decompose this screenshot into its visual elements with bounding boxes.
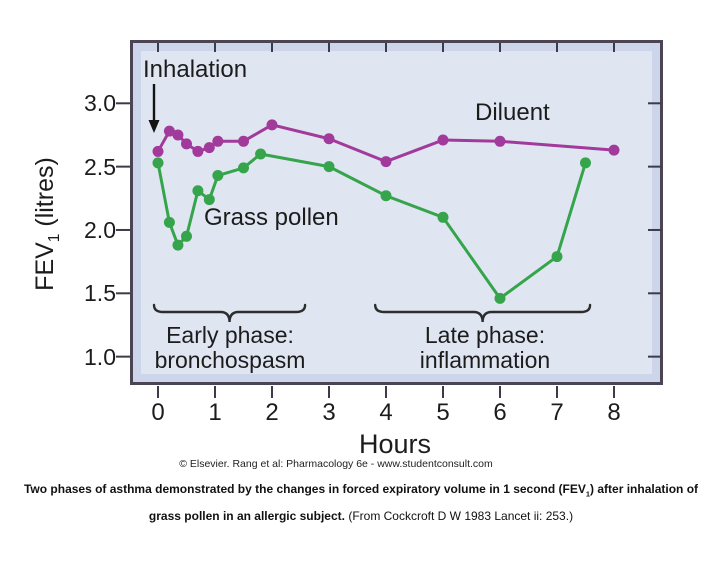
- grass-pollen-data-point: [255, 148, 267, 160]
- diluent-data-point: [608, 144, 620, 156]
- grass-pollen-data-point: [203, 194, 215, 206]
- grass-pollen-data-point: [437, 211, 449, 223]
- x-tick-label: 0: [151, 399, 165, 426]
- early-phase-line2: bronchospasm: [154, 347, 306, 373]
- y-axis-title-text: FEV: [31, 242, 59, 291]
- grass-pollen-data-point: [323, 161, 335, 173]
- chart-frame: [130, 40, 663, 385]
- x-tick-label: 3: [322, 399, 336, 426]
- diluent-data-point: [163, 125, 175, 137]
- diluent-data-point: [172, 129, 184, 141]
- diluent-data-point: [192, 145, 204, 157]
- y-tick-label: 2.5: [84, 153, 116, 180]
- late-phase-label: Late phase: inflammation: [385, 323, 585, 373]
- plot-area: [141, 51, 652, 374]
- diluent-data-point: [437, 134, 449, 146]
- y-tick-label: 2.0: [84, 216, 116, 243]
- x-tick-label: 5: [436, 399, 450, 426]
- figure-caption: Two phases of asthma demonstrated by the…: [11, 478, 711, 527]
- diluent-data-point: [212, 135, 224, 147]
- diluent-data-point: [181, 138, 192, 150]
- caption-bold-part2: ) after inhalation of grass pollen in an…: [148, 482, 699, 524]
- diluent-data-point: [323, 133, 335, 145]
- y-tick-label: 3.0: [84, 90, 116, 117]
- grass-pollen-data-point: [152, 157, 164, 169]
- grass-pollen-data-point: [212, 170, 224, 182]
- grass-pollen-series-label: Grass pollen: [204, 204, 339, 231]
- diluent-data-point: [494, 135, 506, 147]
- early-phase-brace: [152, 303, 307, 323]
- caption-bold-part1: Two phases of asthma demonstrated by the…: [23, 482, 586, 496]
- diluent-line: [156, 123, 615, 164]
- grass-pollen-data-point: [380, 190, 392, 202]
- grass-pollen-data-point: [580, 157, 591, 169]
- inhalation-annotation: Inhalation: [143, 56, 248, 83]
- caption-subscript: 1: [585, 489, 591, 499]
- x-tick-label: 8: [607, 399, 621, 426]
- early-phase-line1: Early phase:: [166, 322, 294, 348]
- diluent-series-label: Diluent: [475, 99, 550, 126]
- credit-line: © Elsevier. Rang et al: Pharmacology 6e …: [179, 458, 493, 470]
- grass-pollen-data-point: [181, 230, 192, 242]
- diluent-data-point: [238, 135, 249, 147]
- y-axis-title-units: (litres): [31, 157, 59, 234]
- grass-pollen-data-point: [192, 185, 204, 197]
- x-axis-title: Hours: [358, 429, 432, 459]
- inhalation-arrowhead-icon: [148, 120, 160, 133]
- y-tick-label: 1.0: [84, 343, 116, 370]
- late-phase-line1: Late phase:: [424, 322, 546, 348]
- grass-pollen-data-point: [163, 216, 175, 228]
- diluent-data-point: [203, 142, 215, 154]
- grass-pollen-data-point: [172, 239, 184, 251]
- early-phase-label: Early phase: bronchospasm: [130, 323, 330, 373]
- caption-bold-text: Two phases of asthma demonstrated by the…: [24, 482, 698, 523]
- y-tick-label: 1.5: [84, 280, 116, 307]
- x-tick-label: 6: [493, 399, 507, 426]
- grass-pollen-data-point: [551, 251, 563, 263]
- diluent-data-point: [266, 119, 278, 131]
- diluent-data-point: [152, 145, 164, 157]
- grass-pollen-data-point: [494, 292, 506, 304]
- caption-source-text: (From Cockcroft D W 1983 Lancet ii: 253.…: [344, 509, 574, 524]
- grass-pollen-data-point: [238, 162, 249, 174]
- x-tick-label: 1: [208, 399, 222, 426]
- diluent-data-point: [380, 156, 392, 168]
- x-tick-label: 7: [550, 399, 564, 426]
- late-phase-brace: [373, 303, 592, 323]
- x-tick-label: 4: [379, 399, 393, 426]
- late-phase-line2: inflammation: [419, 347, 551, 373]
- x-tick-label: 2: [265, 399, 279, 426]
